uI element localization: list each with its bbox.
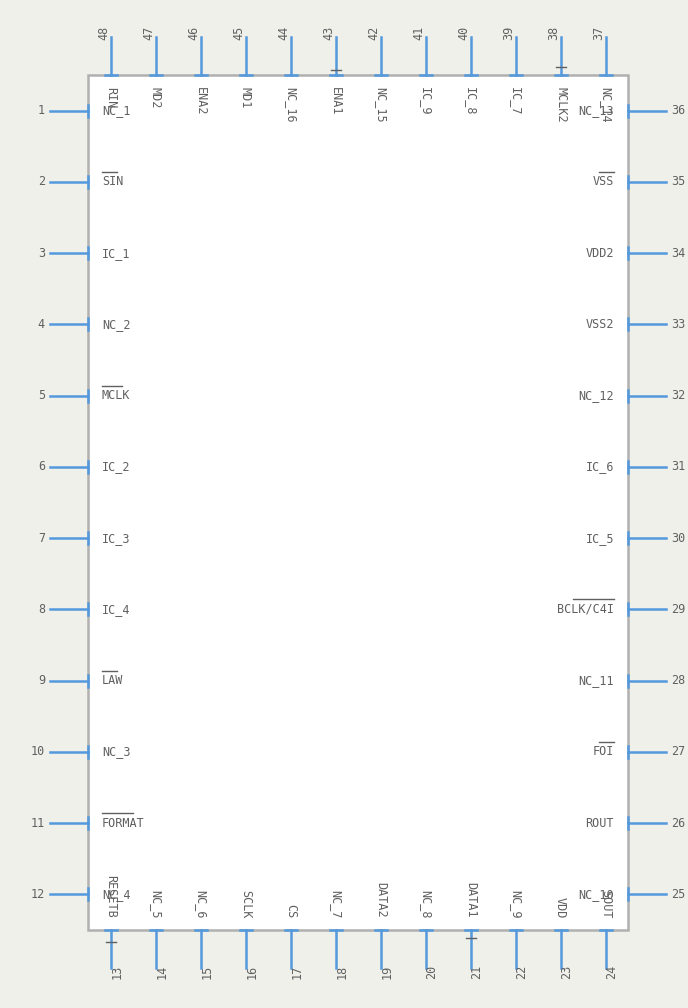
Text: MD1: MD1 <box>239 87 252 109</box>
Text: 10: 10 <box>31 745 45 758</box>
Text: 23: 23 <box>561 965 574 979</box>
Text: 9: 9 <box>38 674 45 687</box>
Text: FORMAT: FORMAT <box>102 816 144 830</box>
Text: NC_10: NC_10 <box>579 888 614 901</box>
Text: NC_6: NC_6 <box>194 889 207 918</box>
Text: 22: 22 <box>515 965 528 979</box>
Text: IC_2: IC_2 <box>102 461 131 474</box>
Text: SOUT: SOUT <box>599 889 612 918</box>
Text: 1: 1 <box>38 104 45 117</box>
Text: BCLK/C4I: BCLK/C4I <box>557 603 614 616</box>
Text: IC_4: IC_4 <box>102 603 131 616</box>
Text: NC_2: NC_2 <box>102 318 131 331</box>
Text: NC_1: NC_1 <box>102 104 131 117</box>
Text: VSS: VSS <box>592 175 614 188</box>
Text: 26: 26 <box>671 816 685 830</box>
Text: 34: 34 <box>671 247 685 260</box>
Text: ENA2: ENA2 <box>194 87 207 116</box>
Text: MD2: MD2 <box>149 87 162 109</box>
Text: 25: 25 <box>671 888 685 901</box>
Text: MCLK2: MCLK2 <box>554 87 567 123</box>
Text: 12: 12 <box>31 888 45 901</box>
Text: 32: 32 <box>671 389 685 402</box>
Text: DATA1: DATA1 <box>464 882 477 918</box>
Text: 24: 24 <box>605 965 619 979</box>
Text: RIN: RIN <box>104 87 117 109</box>
Text: IC_6: IC_6 <box>585 461 614 474</box>
Text: 8: 8 <box>38 603 45 616</box>
Text: IC_3: IC_3 <box>102 531 131 544</box>
Text: VDD: VDD <box>554 897 567 918</box>
Text: 41: 41 <box>413 26 425 40</box>
Text: 5: 5 <box>38 389 45 402</box>
Text: VDD2: VDD2 <box>585 247 614 260</box>
Text: 36: 36 <box>671 104 685 117</box>
Text: NC_9: NC_9 <box>509 889 522 918</box>
Text: 14: 14 <box>155 965 169 979</box>
Text: NC_4: NC_4 <box>102 888 131 901</box>
Text: NC_11: NC_11 <box>579 674 614 687</box>
Text: 19: 19 <box>380 965 394 979</box>
Text: ENA1: ENA1 <box>329 87 342 116</box>
Text: NC_8: NC_8 <box>419 889 432 918</box>
Text: NC_3: NC_3 <box>102 745 131 758</box>
Text: 38: 38 <box>548 26 561 40</box>
Text: 13: 13 <box>111 965 124 979</box>
Text: 17: 17 <box>290 965 303 979</box>
Text: SCLK: SCLK <box>239 889 252 918</box>
Text: 6: 6 <box>38 461 45 474</box>
Text: VSS2: VSS2 <box>585 318 614 331</box>
Text: 18: 18 <box>336 965 349 979</box>
Text: 20: 20 <box>425 965 438 979</box>
Text: 37: 37 <box>592 26 605 40</box>
Text: 42: 42 <box>367 26 380 40</box>
Text: 16: 16 <box>246 965 259 979</box>
Text: 46: 46 <box>188 26 200 40</box>
Text: DATA2: DATA2 <box>374 882 387 918</box>
Text: SIN: SIN <box>102 175 123 188</box>
Text: RESETB: RESETB <box>104 875 117 918</box>
Text: 48: 48 <box>98 26 111 40</box>
Text: NC_7: NC_7 <box>329 889 342 918</box>
Text: CS: CS <box>284 904 297 918</box>
Text: 4: 4 <box>38 318 45 331</box>
Text: 7: 7 <box>38 531 45 544</box>
Text: 27: 27 <box>671 745 685 758</box>
Text: NC_15: NC_15 <box>374 87 387 123</box>
Text: IC_7: IC_7 <box>509 87 522 116</box>
Text: 11: 11 <box>31 816 45 830</box>
Text: IC_5: IC_5 <box>585 531 614 544</box>
Bar <box>88 75 628 930</box>
Text: 2: 2 <box>38 175 45 188</box>
Text: 44: 44 <box>277 26 290 40</box>
Text: 40: 40 <box>458 26 471 40</box>
Text: IC_8: IC_8 <box>464 87 477 116</box>
Text: 47: 47 <box>142 26 155 40</box>
Text: NC_12: NC_12 <box>579 389 614 402</box>
Text: 21: 21 <box>471 965 484 979</box>
Text: NC_14: NC_14 <box>599 87 612 123</box>
Text: LAW: LAW <box>102 674 123 687</box>
Text: 30: 30 <box>671 531 685 544</box>
Text: 3: 3 <box>38 247 45 260</box>
Text: NC_5: NC_5 <box>149 889 162 918</box>
Text: 28: 28 <box>671 674 685 687</box>
Text: IC_9: IC_9 <box>419 87 432 116</box>
Text: 43: 43 <box>323 26 336 40</box>
Text: FOI: FOI <box>592 745 614 758</box>
Text: NC_16: NC_16 <box>284 87 297 123</box>
Text: IC_1: IC_1 <box>102 247 131 260</box>
Text: MCLK: MCLK <box>102 389 131 402</box>
Text: 35: 35 <box>671 175 685 188</box>
Text: 45: 45 <box>233 26 246 40</box>
Text: 29: 29 <box>671 603 685 616</box>
Text: ROUT: ROUT <box>585 816 614 830</box>
Text: NC_13: NC_13 <box>579 104 614 117</box>
Text: 39: 39 <box>502 26 515 40</box>
Text: 15: 15 <box>200 965 213 979</box>
Text: 31: 31 <box>671 461 685 474</box>
Text: 33: 33 <box>671 318 685 331</box>
